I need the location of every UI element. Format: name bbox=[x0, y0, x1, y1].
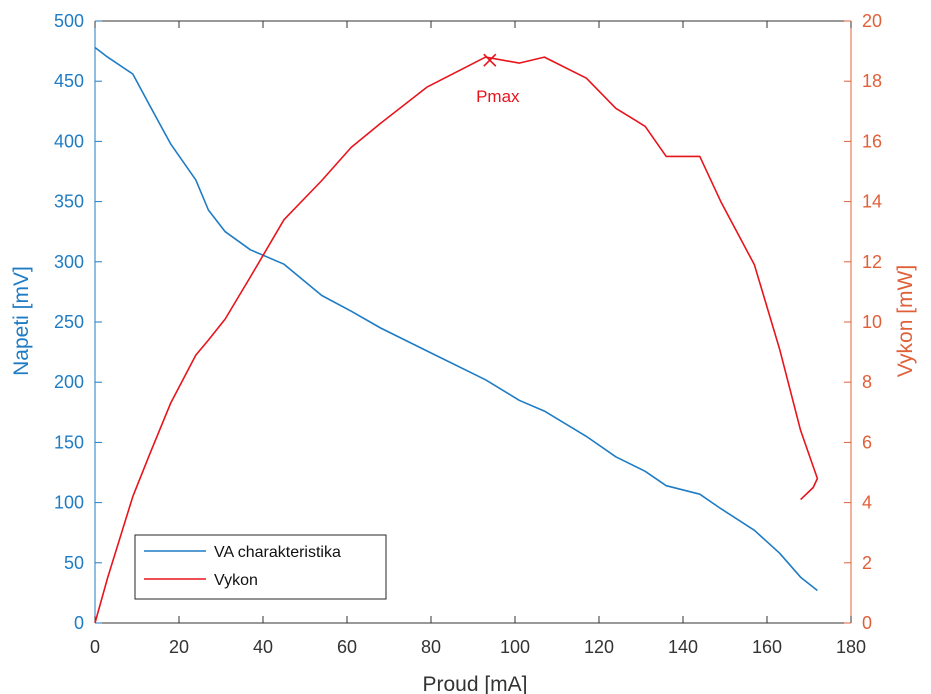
y-right-tick-label: 6 bbox=[862, 432, 872, 452]
legend: VA charakteristika Vykon bbox=[134, 534, 387, 600]
x-tick-label: 20 bbox=[169, 637, 189, 657]
y-left-tick-label: 0 bbox=[74, 613, 84, 633]
y-left-tick-label: 250 bbox=[54, 312, 84, 332]
series-line-va-charakteristika bbox=[94, 46, 818, 592]
y-right-tick-label: 10 bbox=[862, 312, 882, 332]
y-right-tick-label: 14 bbox=[862, 192, 882, 212]
y-right-tick-label: 0 bbox=[862, 613, 872, 633]
y-right-tick-label: 4 bbox=[862, 493, 872, 513]
y-left-tick-label: 150 bbox=[54, 432, 84, 452]
plot-frame bbox=[94, 20, 852, 624]
series-layer bbox=[94, 46, 819, 624]
x-axis-label: Proud [mA] bbox=[422, 673, 527, 694]
y-left-tick-label: 350 bbox=[54, 192, 84, 212]
y-right-tick-label: 8 bbox=[862, 372, 872, 392]
x-tick-label: 140 bbox=[668, 637, 698, 657]
x-tick-label: 180 bbox=[836, 637, 866, 657]
y-right-tick-label: 12 bbox=[862, 252, 882, 272]
annotations: Pmax bbox=[476, 53, 520, 106]
x-tick-label: 40 bbox=[253, 637, 273, 657]
pmax-marker-stroke-2 bbox=[483, 53, 497, 67]
y-right-tick-label: 16 bbox=[862, 131, 882, 151]
legend-box bbox=[134, 534, 387, 600]
y-right-tick-label: 18 bbox=[862, 71, 882, 91]
x-tick-label: 60 bbox=[337, 637, 357, 657]
y-right-tick-label: 20 bbox=[862, 11, 882, 31]
axis-ticks: 0 20 40 60 80 100 120 140 160 1800501001502002503… bbox=[54, 11, 882, 657]
y-left-tick-label: 200 bbox=[54, 372, 84, 392]
series-line-vykon bbox=[94, 56, 819, 624]
y-right-tick-label: 2 bbox=[862, 553, 872, 573]
y-left-tick-label: 100 bbox=[54, 493, 84, 513]
x-tick-label: 0 bbox=[90, 637, 100, 657]
y-left-tick-label: 300 bbox=[54, 252, 84, 272]
x-tick-label: 160 bbox=[752, 637, 782, 657]
pmax-label: Pmax bbox=[476, 87, 520, 106]
x-tick-label: 120 bbox=[584, 637, 614, 657]
y-left-tick-label: 50 bbox=[64, 553, 84, 573]
y-axis-right-label: Vykon [mW] bbox=[894, 265, 917, 377]
legend-label-va: VA charakteristika bbox=[214, 544, 341, 561]
x-tick-label: 100 bbox=[500, 637, 530, 657]
legend-label-vykon: Vykon bbox=[214, 572, 258, 589]
y-axis-left-label: Napeti [mV] bbox=[10, 266, 33, 376]
x-tick-label: 80 bbox=[421, 637, 441, 657]
y-left-tick-label: 500 bbox=[54, 11, 84, 31]
y-left-tick-label: 400 bbox=[54, 131, 84, 151]
y-left-tick-label: 450 bbox=[54, 71, 84, 91]
